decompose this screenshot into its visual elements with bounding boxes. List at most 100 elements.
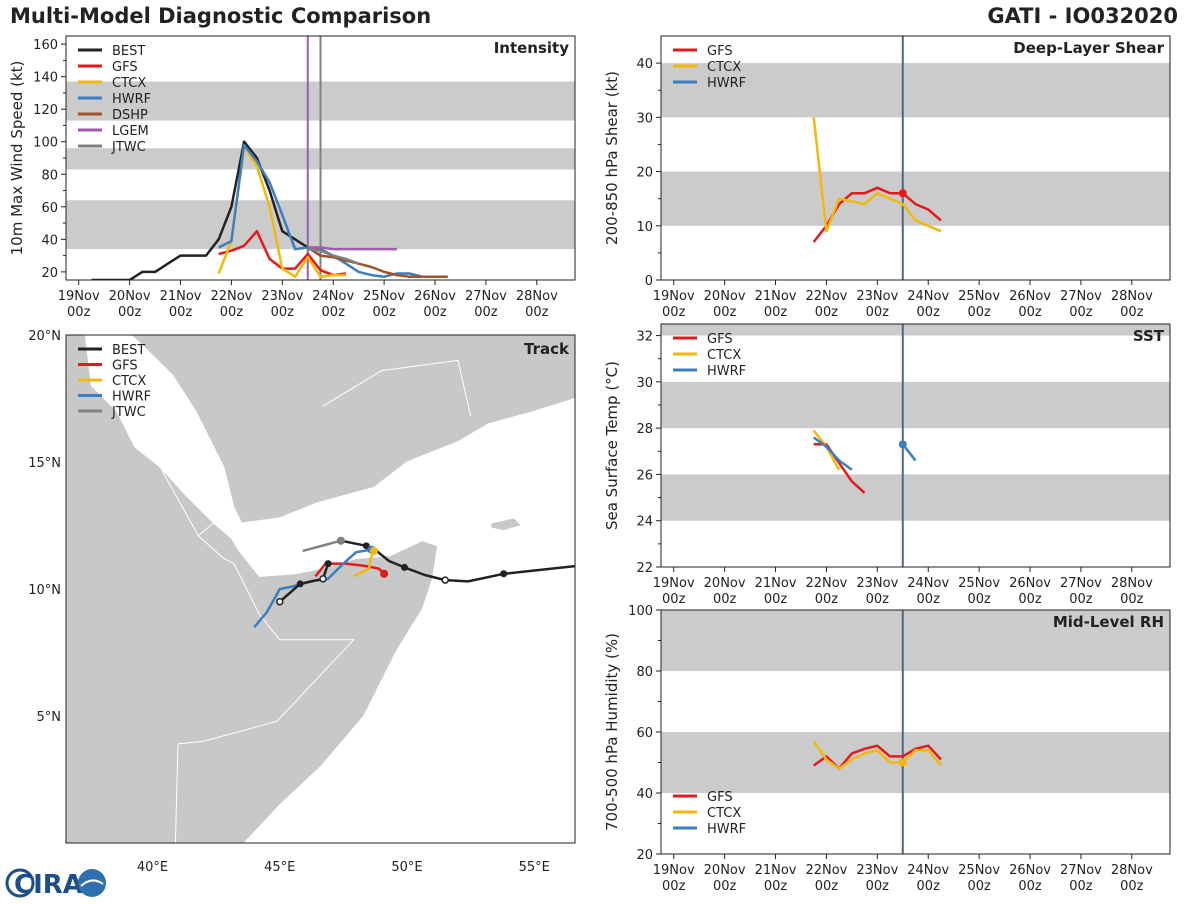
x-tick-label: 00z [967,305,991,320]
x-tick-label: 00z [815,592,839,607]
legend-label: GFS [707,790,733,805]
y-tick-label: 26 [636,468,653,483]
series-ctcx-line [812,429,841,471]
legend-label: HWRF [112,390,151,405]
x-tick-label: 21Nov [755,576,797,591]
y-tick-label: 60 [41,201,58,216]
x-tick-label: 24Nov [907,576,949,591]
series-gfs-marker [898,189,907,198]
x-tick-label: 20Nov [704,863,746,878]
x-tick-label: 00z [764,592,788,607]
x-tick-label: 22Nov [805,863,847,878]
panel-sst: 22242628303219Nov00z20Nov00z21Nov00z22No… [603,323,1171,607]
y-tick-label: 24 [636,515,653,530]
country-border [177,535,355,745]
x-tick-label: 25Nov [958,863,1000,878]
series-ctcx-line [812,740,942,770]
x-tick-label: 19Nov [653,289,695,304]
x-tick-label: 28Nov [1111,576,1153,591]
x-tick-label: 22Nov [805,289,847,304]
figure-title: Multi-Model Diagnostic Comparison [10,4,432,28]
y-tick-label: 32 [636,330,653,345]
x-tick-label: 19Nov [653,576,695,591]
plot-frame [660,323,1171,568]
legend-label: GFS [707,44,733,59]
logo-globe-icon [5,868,35,898]
y-tick-label: 40 [636,57,653,72]
shaded-band [661,63,1170,118]
track-gfs-line [314,562,385,578]
x-tick-label: 00z [713,879,737,894]
legend-label: HWRF [707,76,746,91]
country-border [322,359,472,417]
shaded-band [661,732,1170,793]
x-tick-label: 00z [1120,879,1144,894]
country-border [159,466,214,537]
y-tick-label: 120 [33,103,58,118]
panel-shear: 01020304019Nov00z20Nov00z21Nov00z22Nov00… [603,35,1171,320]
legend-label: HWRF [112,92,151,107]
track-point-filled [500,570,508,578]
x-tick-label: 55°E [519,860,550,875]
panel-intensity: 2040608010012014016019Nov00z20Nov00z21No… [8,35,576,320]
x-tick-label: 26Nov [1009,289,1051,304]
shaded-band [661,171,1170,226]
y-tick-label: 20 [41,266,58,281]
legend-label: GFS [707,332,733,347]
x-tick-label: 23Nov [261,289,303,304]
x-tick-label: 22Nov [805,576,847,591]
x-tick-label: 24Nov [907,289,949,304]
plot-frame [660,35,1171,281]
track-point-filled [400,563,408,571]
logo-text: CIRA [14,870,83,900]
x-tick-label: 00z [372,305,396,320]
series-lgem-line [307,246,397,251]
plot-frame [65,334,576,844]
series-dshp-line [307,246,448,278]
x-tick-label: 00z [866,305,890,320]
panel-rh: 2040608010019Nov00z20Nov00z21Nov00z22Nov… [603,604,1171,894]
x-tick-label: 23Nov [856,289,898,304]
y-axis-label: 200-850 hPa Shear (kt) [603,71,621,245]
y-tick-label: 30 [636,111,653,126]
x-tick-label: 25Nov [958,289,1000,304]
track-point-open [276,597,284,606]
socotra-island [490,517,523,532]
shaded-band [661,610,1170,671]
y-tick-label: 100 [33,136,58,151]
x-tick-label: 00z [1018,592,1042,607]
y-tick-label: 80 [636,665,653,680]
series-hwrf-marker [898,440,907,449]
x-tick-label: 00z [917,879,941,894]
y-tick-label: 5°N [37,710,62,725]
legend-label: CTCX [707,806,741,821]
x-tick-label: 00z [271,305,295,320]
track-point-filled [296,580,304,588]
y-tick-label: 40 [41,233,58,248]
y-tick-label: 10°N [28,583,61,598]
legend-label: GFS [112,60,138,75]
legend-label: JTWC [111,405,146,420]
panel-track: 40°E 45°E 50°E 55°E 5°N 10°N 15°N 20°N Track BEST… [28,329,576,875]
logo-emblem-icon [78,869,106,897]
y-tick-label: 20 [636,166,653,181]
x-tick-label: 00z [917,305,941,320]
track-point-filled [324,560,332,568]
shaded-band [661,324,1170,336]
x-tick-label: 00z [474,305,498,320]
x-tick-label: 00z [866,592,890,607]
country-border [174,743,179,843]
x-tick-label: 19Nov [58,289,100,304]
legend-label: CTCX [707,348,741,363]
x-tick-label: 20Nov [704,289,746,304]
x-tick-label: 00z [67,305,91,320]
y-tick-label: 60 [636,726,653,741]
x-tick-label: 00z [322,305,346,320]
y-axis-label: 10m Max Wind Speed (kt) [8,61,26,256]
legend-label: CTCX [112,374,146,389]
cira-logo: CIRA [4,866,108,900]
series-jtwc-line [307,247,360,265]
x-tick-label: 20Nov [704,576,746,591]
x-tick-label: 21Nov [755,289,797,304]
legend-label: BEST [112,343,145,358]
